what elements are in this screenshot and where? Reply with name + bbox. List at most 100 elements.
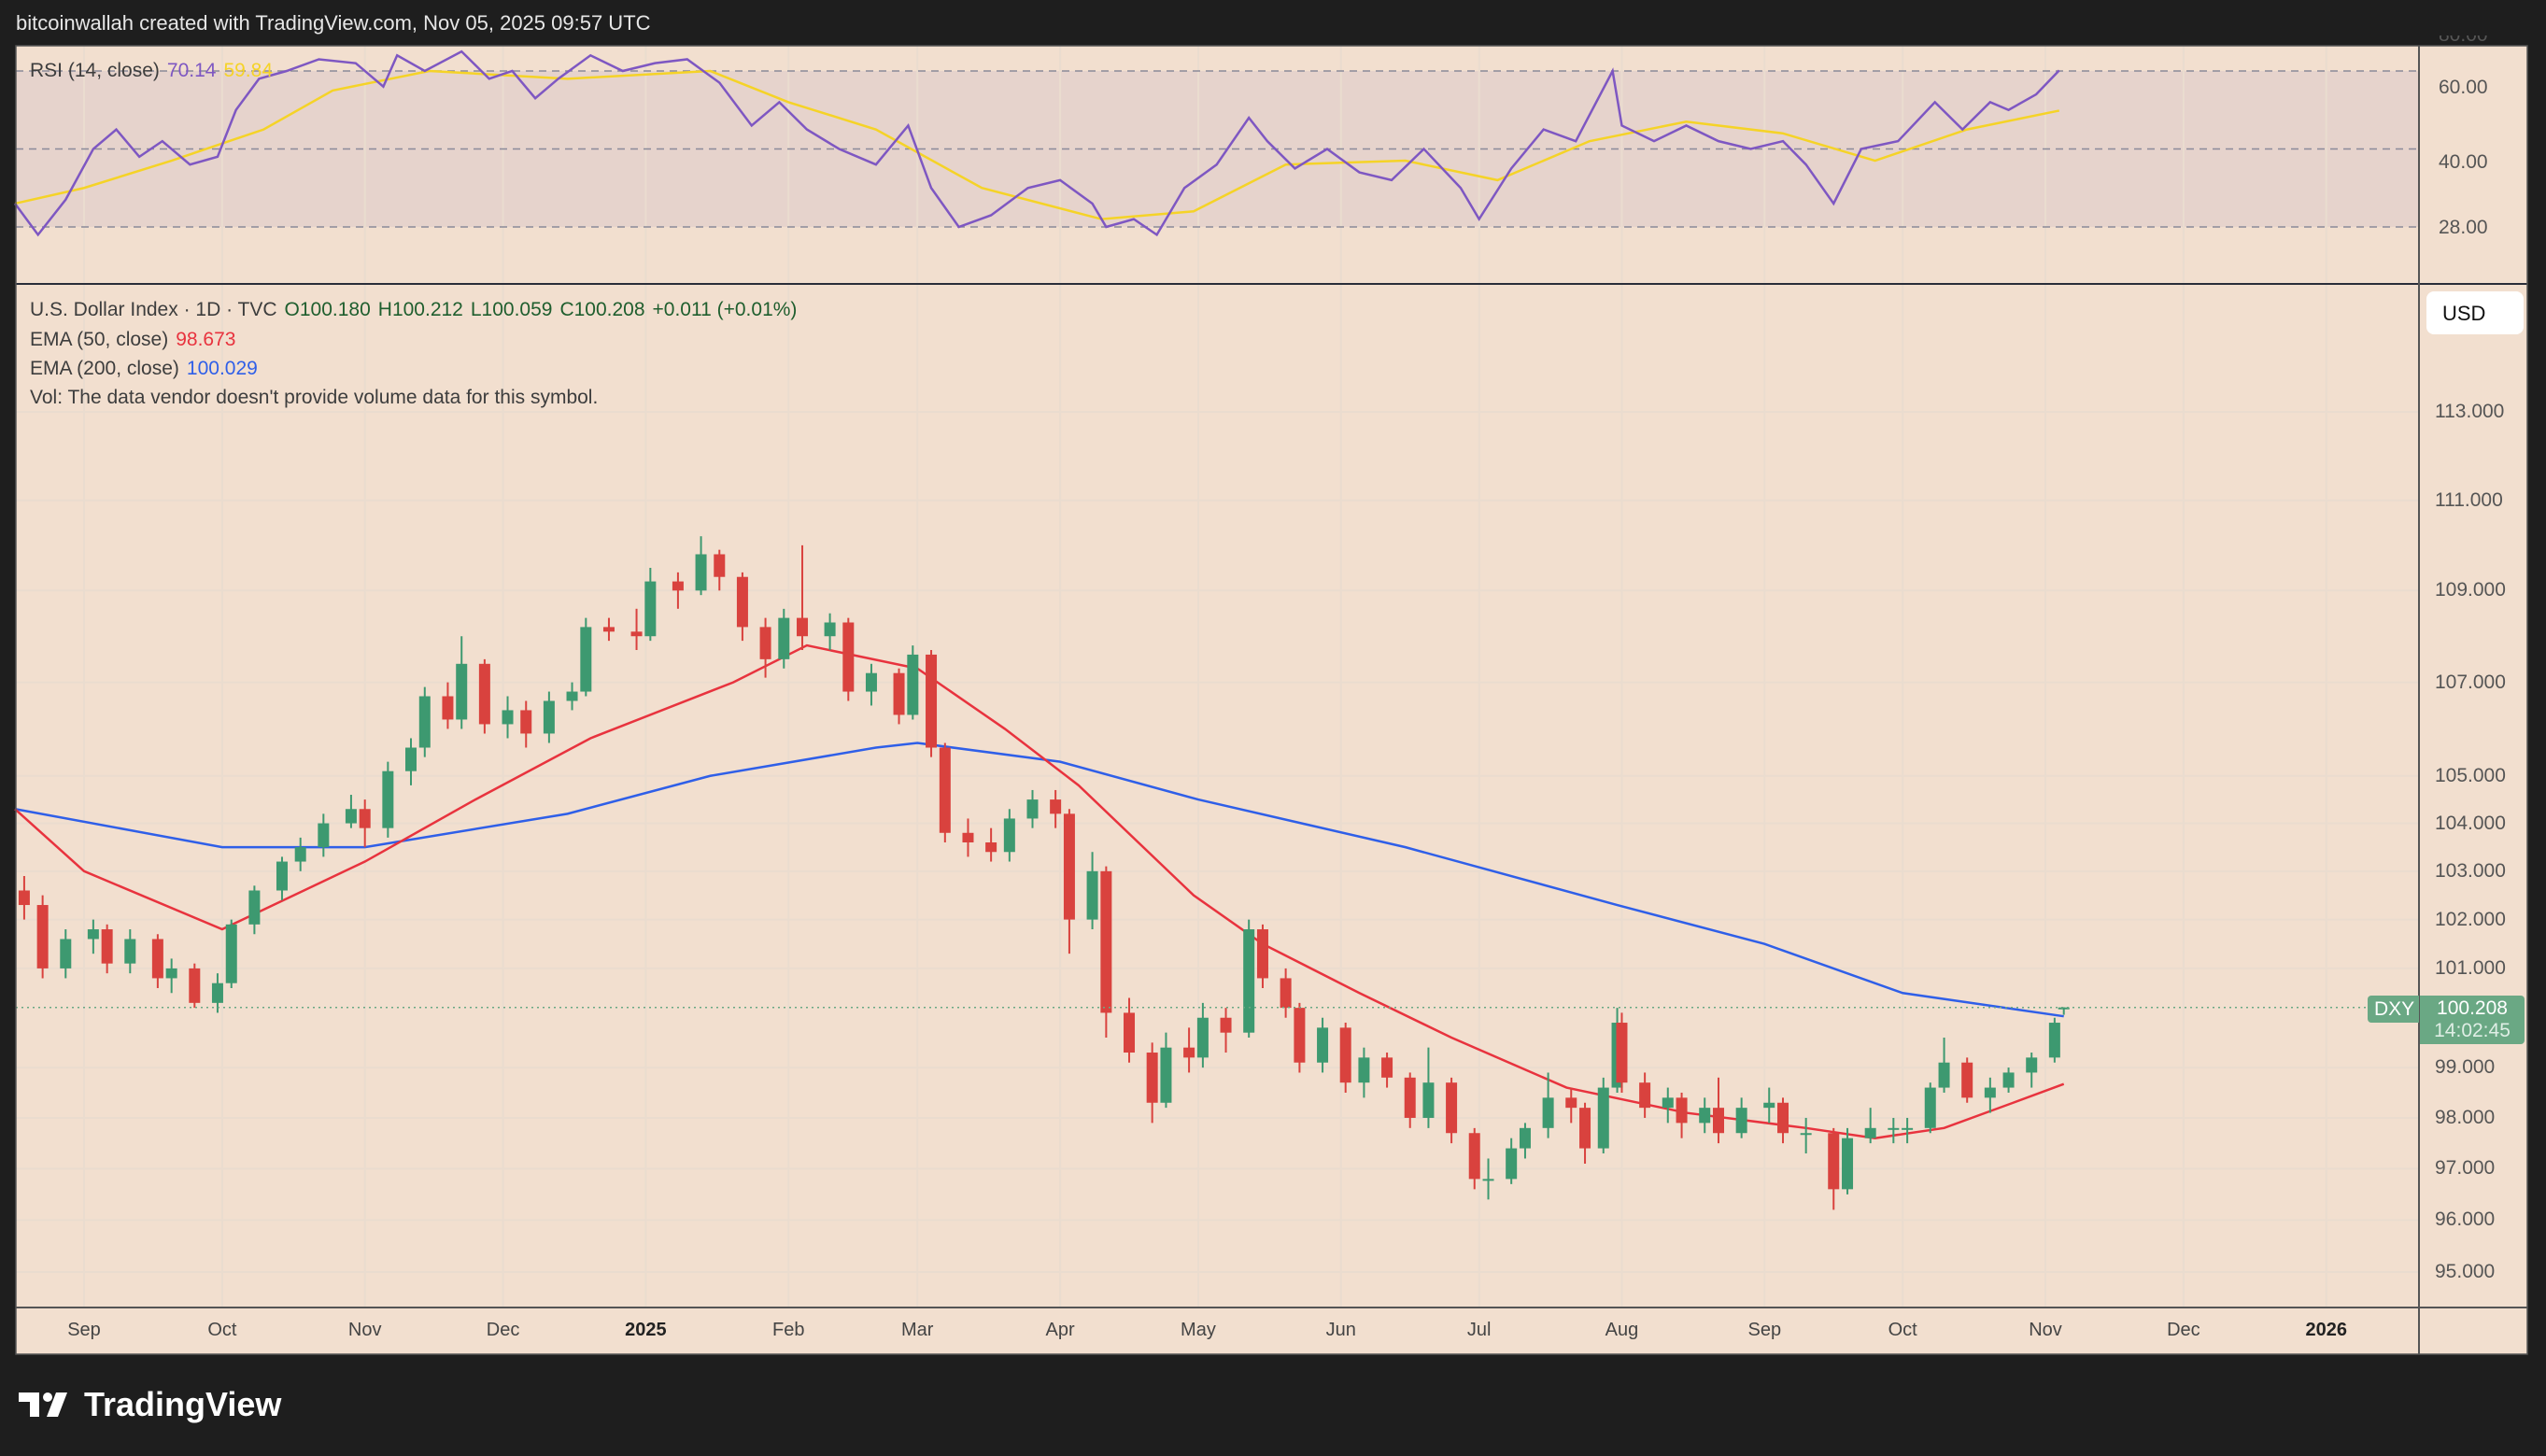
candle-up	[1317, 1027, 1329, 1063]
candle-up	[1662, 1097, 1674, 1109]
rsi-axis-tick: 60.00	[2439, 77, 2488, 98]
candle-down	[1050, 799, 1062, 814]
candle-down	[736, 576, 748, 628]
candle-down	[602, 627, 615, 632]
tradingview-logo[interactable]: TradingView	[19, 1385, 281, 1424]
candle-down	[189, 968, 201, 1003]
candle-down	[1713, 1108, 1724, 1134]
candle-down	[1124, 1012, 1136, 1053]
candle-down	[1404, 1077, 1416, 1118]
candle-up	[1506, 1148, 1518, 1180]
candle-down	[1446, 1082, 1458, 1134]
candle-down	[1565, 1097, 1577, 1109]
candle-down	[1280, 978, 1292, 1009]
time-axis-tick: Sep	[67, 1320, 101, 1340]
price-axis-tick: 97.000	[2435, 1157, 2496, 1180]
ticker-badge: DXY	[2368, 996, 2419, 1023]
price-axis-tick: 98.000	[2435, 1106, 2496, 1128]
price-axis-tick: 96.000	[2435, 1209, 2496, 1231]
price-axis-tick: 107.000	[2435, 671, 2506, 693]
time-axis-tick: 2025	[625, 1320, 667, 1340]
candle-down	[1381, 1057, 1393, 1078]
candle-up	[345, 809, 357, 824]
ohlc-high: H100.212	[377, 299, 463, 320]
bar-countdown: 14:02:45	[2434, 1020, 2511, 1041]
candle-down	[630, 631, 643, 637]
candle-up	[1086, 870, 1098, 920]
price-axis-tick: 99.000	[2435, 1056, 2496, 1079]
ohlc-low: L100.059	[470, 299, 553, 320]
candle-down	[939, 747, 951, 833]
time-axis-tick: Jul	[1466, 1320, 1492, 1340]
candle-up	[248, 890, 261, 925]
price-axis-tick: 105.000	[2435, 764, 2506, 786]
rsi-line	[14, 49, 2060, 237]
rsi-value: 70.14	[166, 60, 217, 81]
time-axis-tick: May	[1181, 1320, 1216, 1340]
candle-up	[1026, 799, 1039, 819]
volume-note: Vol: The data vendor doesn't provide vol…	[30, 387, 599, 408]
time-axis-tick: Nov	[2029, 1320, 2062, 1340]
candle-up	[1938, 1062, 1950, 1088]
candle-up	[865, 672, 877, 692]
ema200-legend: EMA (200, close) 100.029	[30, 358, 265, 380]
candle-up	[1003, 818, 1015, 853]
price-axis-tick: 103.000	[2435, 859, 2506, 882]
ohlc-change: +0.011 (+0.01%)	[652, 299, 798, 320]
candle-down	[759, 627, 771, 659]
candle-down	[478, 663, 490, 725]
candle-down	[893, 672, 905, 715]
symbol-title[interactable]: U.S. Dollar Index · 1D · TVC	[30, 299, 277, 320]
candle-up	[165, 968, 177, 979]
rsi-axis-tick: 28.00	[2439, 217, 2488, 238]
candle-down	[1676, 1097, 1688, 1124]
candle-down	[1777, 1102, 1789, 1134]
candle-down	[18, 890, 30, 906]
ema50-line	[14, 643, 2065, 1139]
rsi-label: RSI (14, close)	[30, 60, 160, 81]
candle-down	[1220, 1017, 1232, 1033]
candle-up	[1160, 1047, 1172, 1103]
ema200-label[interactable]: EMA (200, close)	[30, 358, 179, 379]
candle-up	[1422, 1082, 1435, 1118]
rsi-legend: RSI (14, close) 70.14 59.84	[30, 60, 280, 82]
currency-button[interactable]: USD	[2426, 291, 2524, 334]
price-axis-tick: 111.000	[2435, 488, 2503, 511]
candle-up	[644, 581, 657, 637]
candle-up	[1699, 1108, 1711, 1124]
ema50-label[interactable]: EMA (50, close)	[30, 329, 169, 350]
candle-up	[1984, 1087, 1996, 1098]
candle-up	[2002, 1072, 2015, 1088]
time-axis-tick: Mar	[901, 1320, 934, 1340]
time-axis-tick: Aug	[1605, 1320, 1639, 1340]
candle-up	[566, 691, 578, 701]
candle-up	[1842, 1138, 1854, 1190]
time-axis-tick: Sep	[1747, 1320, 1782, 1340]
candle-up	[1597, 1087, 1609, 1149]
candle-up	[580, 627, 592, 692]
candle-down	[926, 654, 938, 748]
candle-up	[824, 622, 836, 637]
candle-down	[1100, 870, 1112, 1013]
candle-up	[124, 939, 136, 964]
candle-up	[318, 823, 330, 848]
candle-down	[442, 696, 454, 720]
candle-up	[1519, 1127, 1531, 1149]
candle-up	[1542, 1097, 1554, 1128]
candle-down	[962, 832, 974, 843]
candle-up	[778, 617, 790, 659]
price-axis-tick: 101.000	[2435, 956, 2506, 979]
candle-up	[294, 847, 306, 862]
candle-up	[456, 663, 468, 720]
chart-frame	[15, 45, 2528, 1355]
candle-down	[672, 581, 684, 591]
candle-up	[1864, 1127, 1876, 1138]
candle-up	[1358, 1057, 1370, 1083]
candle-down	[1339, 1027, 1351, 1083]
candle-up	[2058, 1007, 2070, 1010]
candle-down	[985, 842, 997, 853]
time-axis-tick: Feb	[771, 1320, 805, 1340]
candle-up	[225, 924, 237, 983]
candle-up	[907, 654, 919, 715]
candle-up	[87, 929, 99, 940]
